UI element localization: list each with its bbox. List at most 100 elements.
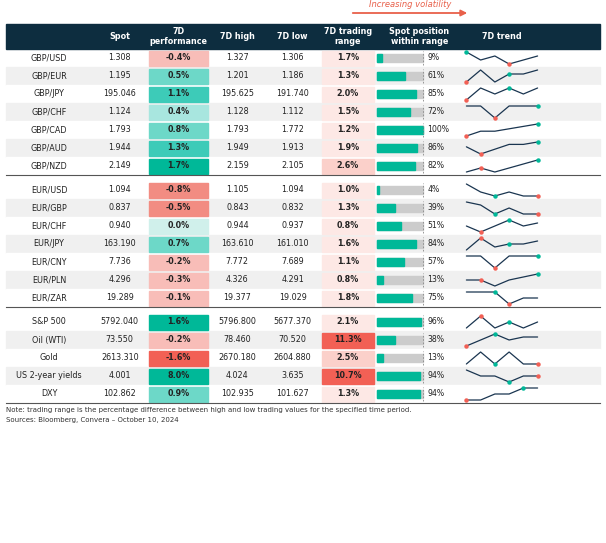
Text: 82%: 82% (427, 161, 444, 171)
Bar (322, 182, 374, 198)
Text: GBP/USD: GBP/USD (31, 54, 67, 62)
Bar (378, 72, 405, 80)
Bar (378, 204, 395, 212)
Text: 1.793: 1.793 (226, 125, 248, 135)
Text: 2613.310: 2613.310 (101, 353, 139, 363)
Text: 0.937: 0.937 (281, 222, 304, 230)
Text: 84%: 84% (427, 239, 444, 249)
Bar (6, 331, 600, 349)
Bar (378, 54, 382, 62)
Text: Spot: Spot (109, 32, 130, 41)
Text: 3.635: 3.635 (281, 371, 304, 381)
Bar (322, 237, 374, 251)
Bar (149, 350, 208, 365)
Bar (378, 222, 401, 230)
Bar (378, 186, 379, 194)
Text: 0.0%: 0.0% (167, 222, 190, 230)
Bar (322, 332, 374, 348)
Text: 161.010: 161.010 (276, 239, 309, 249)
Text: Note: trading range is the percentage difference between high and low trading va: Note: trading range is the percentage di… (6, 407, 411, 413)
Text: 0.8%: 0.8% (337, 275, 359, 285)
Text: 1.1%: 1.1% (337, 257, 359, 267)
Text: 5792.040: 5792.040 (101, 318, 139, 326)
Text: 1.128: 1.128 (226, 108, 248, 117)
Text: 19.029: 19.029 (279, 294, 307, 302)
Text: 57%: 57% (427, 257, 444, 267)
Bar (322, 141, 374, 155)
Bar (6, 121, 600, 139)
Text: 7.689: 7.689 (281, 257, 304, 267)
Text: 1.094: 1.094 (108, 186, 131, 194)
Bar (378, 258, 404, 266)
Text: 1.6%: 1.6% (337, 239, 359, 249)
Bar (149, 332, 208, 348)
Bar (149, 86, 208, 102)
Text: 0.4%: 0.4% (167, 108, 190, 117)
Bar (149, 314, 208, 330)
Text: GBP/EUR: GBP/EUR (31, 72, 67, 80)
Bar (378, 240, 423, 248)
Text: 163.190: 163.190 (104, 239, 136, 249)
Text: 2.1%: 2.1% (337, 318, 359, 326)
Text: 1.112: 1.112 (281, 108, 304, 117)
Text: 13%: 13% (427, 353, 444, 363)
Bar (378, 144, 423, 152)
Text: EUR/USD: EUR/USD (31, 186, 67, 194)
Text: Sources: Bloomberg, Convera – October 10, 2024: Sources: Bloomberg, Convera – October 10… (6, 417, 179, 423)
Bar (322, 350, 374, 365)
Bar (378, 204, 423, 212)
Bar (378, 90, 423, 98)
Text: 4.296: 4.296 (108, 275, 131, 285)
Text: 4.326: 4.326 (226, 275, 248, 285)
Text: 1.949: 1.949 (226, 143, 248, 153)
Bar (6, 235, 600, 253)
Text: 1.186: 1.186 (281, 72, 304, 80)
Bar (6, 24, 600, 49)
Bar (149, 237, 208, 251)
Text: 94%: 94% (427, 371, 444, 381)
Text: 11.3%: 11.3% (334, 336, 362, 344)
Text: 7D trading
range: 7D trading range (324, 27, 372, 46)
Text: 9%: 9% (427, 54, 439, 62)
Text: 19.289: 19.289 (106, 294, 134, 302)
Bar (149, 369, 208, 383)
Text: 2604.880: 2604.880 (274, 353, 311, 363)
Text: GBP/JPY: GBP/JPY (33, 90, 64, 98)
Text: 2.0%: 2.0% (337, 90, 359, 98)
Text: 0.944: 0.944 (226, 222, 248, 230)
Text: 195.625: 195.625 (221, 90, 254, 98)
Bar (378, 390, 423, 398)
Text: 100%: 100% (427, 125, 449, 135)
Text: 86%: 86% (427, 143, 444, 153)
Text: 1.6%: 1.6% (167, 318, 190, 326)
Text: 1.105: 1.105 (226, 186, 248, 194)
Text: 8.0%: 8.0% (167, 371, 190, 381)
Text: 7D low: 7D low (278, 32, 308, 41)
Text: -0.1%: -0.1% (166, 294, 191, 302)
Text: 4.001: 4.001 (108, 371, 131, 381)
Text: -0.2%: -0.2% (166, 257, 191, 267)
Text: 85%: 85% (427, 90, 444, 98)
Text: 61%: 61% (427, 72, 444, 80)
Bar (378, 90, 416, 98)
Bar (149, 255, 208, 269)
Bar (378, 390, 421, 398)
Bar (378, 294, 423, 302)
Bar (378, 372, 421, 380)
Text: EUR/JPY: EUR/JPY (33, 239, 64, 249)
Bar (322, 291, 374, 306)
Text: Oil (WTI): Oil (WTI) (32, 336, 66, 344)
Text: -0.2%: -0.2% (166, 336, 191, 344)
Text: Increasing volatility: Increasing volatility (369, 0, 451, 9)
Bar (378, 186, 423, 194)
Text: 1.5%: 1.5% (337, 108, 359, 117)
Bar (149, 273, 208, 287)
Text: 2.6%: 2.6% (337, 161, 359, 171)
Text: EUR/GBP: EUR/GBP (31, 204, 67, 212)
Text: US 2-year yields: US 2-year yields (16, 371, 82, 381)
Text: 1.7%: 1.7% (337, 54, 359, 62)
Bar (378, 336, 423, 344)
Bar (6, 253, 600, 271)
Bar (6, 157, 600, 175)
Text: 38%: 38% (427, 336, 444, 344)
